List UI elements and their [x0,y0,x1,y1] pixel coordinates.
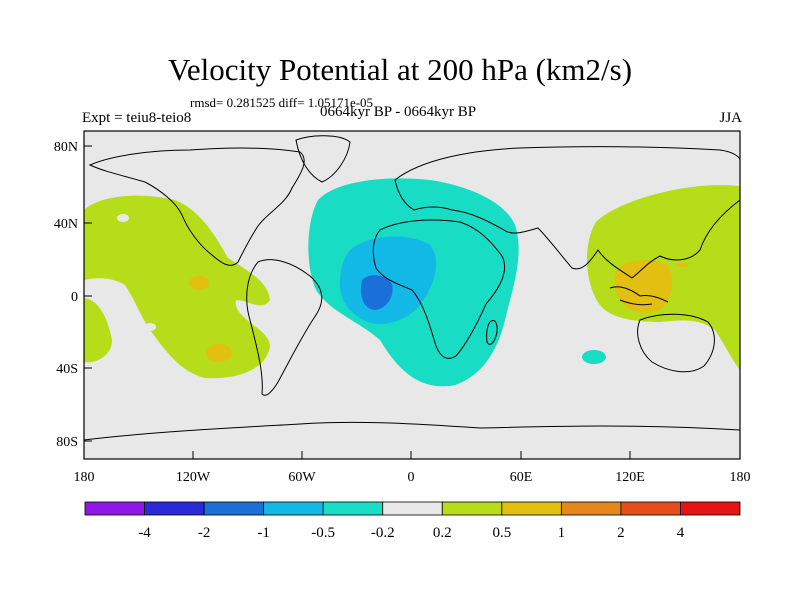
colorbar-swatch [203,501,265,516]
colorbar-swatch [263,501,324,516]
lon-label: 120E [615,470,645,485]
colorbar-label: 4 [677,525,685,541]
coastline-madagascar [486,319,498,345]
contour-region-maritime-continent [614,260,673,313]
period-label: 0664kyr BP - 0664kyr BP [320,104,477,120]
colorbar: -4 -2 -1 -0.5 -0.2 0.2 0.5 1 2 4 [84,501,741,541]
coastline-africa [372,219,506,359]
colorbar-swatch [144,501,205,516]
colorbar-swatch [560,501,622,516]
colorbar-swatch [382,501,443,516]
colorbar-label: -2 [198,525,211,541]
lon-label: 60W [288,470,316,485]
contour-spot-equatorial-pacific [189,276,209,290]
coastline-greenland [295,135,351,183]
lat-label: 40S [56,362,78,377]
contour-spot-indian-ocean [582,350,606,364]
season-label: JJA [719,110,742,126]
lon-label: 180 [74,470,95,485]
lon-label: 60E [510,470,533,485]
experiment-label: Expt = teiu8-teio8 [82,110,192,126]
contour-spot [676,263,688,267]
colorbar-label: -0.5 [311,525,335,541]
coastline-north-america [88,147,305,266]
colorbar-label: 2 [617,525,625,541]
lat-label: 0 [71,290,78,305]
contour-spot-south-pacific [206,344,232,362]
lon-label: 0 [408,470,415,485]
stats-label: rmsd= 0.281525 diff= 1.05171e-05 [190,95,374,110]
colorbar-swatch [680,501,741,516]
contour-hole [117,214,129,222]
coastline-indonesia [609,286,669,306]
coastline-antarctica [84,421,740,441]
contour-hole [144,323,156,331]
contour-region-east-pacific [84,195,270,379]
map-frame [83,130,741,460]
colorbar-swatch [620,501,681,516]
coastline-eurasia [394,146,740,279]
colorbar-swatch [441,501,503,516]
colorbar-label: -4 [138,525,151,541]
colorbar-label: 0.2 [433,525,452,541]
colorbar-swatch [84,501,145,516]
colorbar-swatch [501,501,562,516]
lon-label: 180 [730,470,751,485]
lat-label: 80N [54,140,78,155]
coastline-australia [637,313,715,373]
lat-label: 80S [56,435,78,450]
colorbar-label: 0.5 [492,525,511,541]
colorbar-swatch [322,501,384,516]
lon-label: 120W [176,470,211,485]
colorbar-label: 1 [558,525,566,541]
contour-core-gulf-of-guinea [360,275,393,310]
colorbar-label: -1 [257,525,270,541]
contour-region-south-pacific-west [84,298,112,363]
colorbar-label: -0.2 [371,525,395,541]
lat-label: 40N [54,217,78,232]
chart-title: Velocity Potential at 200 hPa (km2/s) [167,52,633,87]
coastline-south-america [246,259,323,396]
